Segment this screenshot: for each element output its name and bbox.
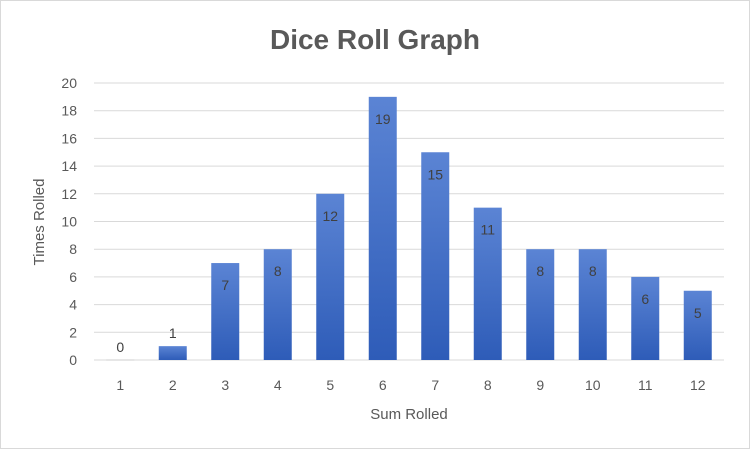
data-label-4: 8: [274, 263, 282, 279]
data-label-11: 6: [641, 291, 649, 307]
data-label-12: 5: [694, 305, 702, 321]
data-label-5: 12: [322, 208, 338, 224]
y-tick-label: 6: [69, 269, 77, 285]
data-label-3: 7: [221, 277, 229, 293]
y-axis-ticks: 0 2 4 6 8 10 12 14 16 18 20: [61, 75, 77, 368]
x-tick-label: 3: [221, 377, 229, 393]
gridlines: [94, 82, 724, 361]
y-tick-label: 8: [69, 241, 77, 257]
bar-6: [368, 96, 397, 360]
x-axis-title: Sum Rolled: [370, 406, 448, 423]
y-tick-label: 18: [61, 103, 77, 119]
x-tick-label: 12: [690, 377, 706, 393]
data-label-10: 8: [589, 263, 597, 279]
chart-title: Dice Roll Graph: [270, 24, 480, 55]
x-tick-label: 4: [274, 377, 282, 393]
x-tick-label: 6: [379, 377, 387, 393]
bar-11: [631, 276, 660, 360]
y-tick-label: 16: [61, 130, 77, 146]
y-tick-label: 0: [69, 352, 77, 368]
bar-7: [421, 152, 450, 360]
x-tick-label: 10: [585, 377, 601, 393]
y-tick-label: 10: [61, 214, 77, 230]
bar-8: [473, 207, 502, 360]
data-labels: 0 1 7 8 12 19 15 11 8 8 6 5: [116, 111, 702, 355]
y-tick-label: 12: [61, 186, 77, 202]
y-tick-label: 4: [69, 297, 77, 313]
data-label-8: 11: [480, 222, 495, 238]
data-label-2: 1: [169, 325, 177, 341]
bar-2: [158, 346, 187, 360]
y-tick-label: 14: [61, 158, 77, 174]
x-tick-label: 7: [431, 377, 439, 393]
data-label-1: 0: [116, 339, 124, 355]
y-axis-title: Times Rolled: [31, 179, 48, 266]
bar-3: [211, 263, 240, 360]
data-label-6: 19: [375, 111, 391, 127]
x-tick-label: 11: [638, 377, 653, 393]
bars: [106, 96, 712, 361]
bar-10: [578, 249, 607, 360]
bar-5: [316, 193, 345, 360]
y-tick-label: 20: [61, 75, 77, 91]
x-tick-label: 9: [536, 377, 544, 393]
data-label-9: 8: [536, 263, 544, 279]
x-tick-label: 5: [326, 377, 334, 393]
x-tick-label: 2: [169, 377, 177, 393]
y-tick-label: 2: [69, 324, 77, 340]
x-tick-label: 8: [484, 377, 492, 393]
bar-4: [263, 249, 292, 360]
bar-12: [683, 290, 712, 360]
data-label-7: 15: [427, 166, 443, 182]
x-tick-label: 1: [116, 377, 124, 393]
x-axis-ticks: 1 2 3 4 5 6 7 8 9 10 11 12: [116, 377, 705, 393]
bar-9: [526, 249, 555, 360]
